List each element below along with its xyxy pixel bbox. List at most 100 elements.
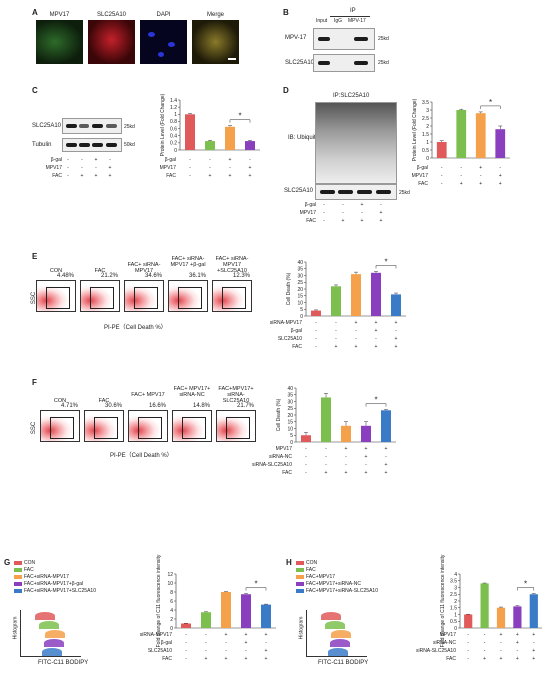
treatment-sign: +: [264, 656, 268, 662]
flow-plot: 21.7%: [216, 403, 256, 442]
y-tick-label: 1: [174, 112, 177, 118]
treatment-sign: +: [384, 446, 388, 452]
y-tick-label: 0.2: [170, 141, 177, 147]
legend-entry: FAC+siRNA-MPV17: [24, 574, 69, 580]
lane-label: IgG: [334, 18, 343, 24]
flow-percentage: 21.2%: [100, 273, 118, 279]
bar: [311, 310, 321, 316]
treatment-label: β-gal: [50, 157, 62, 163]
bar: [381, 410, 391, 442]
ip-label: IP: [350, 8, 356, 14]
flow-plot: 4.71%: [40, 403, 80, 442]
treatment-sign: +: [94, 157, 98, 163]
y-tick-label: 0: [170, 626, 173, 632]
treatment-sign: -: [365, 462, 367, 468]
treatment-sign: -: [500, 640, 502, 646]
treatment-sign: -: [229, 165, 231, 171]
flow-xlabel: PI-PE（Cell Death %）: [110, 453, 173, 459]
treatment-sign: +: [499, 656, 503, 662]
bar: [495, 129, 506, 158]
blot-c-tubulin: [62, 138, 122, 152]
y-tick-label: 1: [426, 140, 429, 146]
legend-entry: CON: [306, 560, 318, 566]
treatment-sign: +: [324, 470, 328, 476]
y-tick-label: 6: [170, 599, 173, 605]
flow-plot-caption: FAC+ MPV17+ siRNA-NC: [173, 386, 211, 398]
treatment-sign: -: [81, 157, 83, 163]
treatment-sign: -: [440, 165, 443, 171]
treatment-sign: -: [185, 648, 187, 654]
panel-label-e: E: [32, 252, 38, 261]
treatment-label: FAC: [306, 218, 316, 224]
y-tick-label: 2.5: [422, 116, 429, 122]
treatment-sign: -: [315, 320, 317, 326]
treatment-sign: -: [185, 632, 187, 638]
treatment-sign: -: [395, 328, 397, 334]
legend-swatch: [14, 575, 22, 579]
treatment-sign: +: [248, 173, 252, 179]
flow-percentage: 4.48%: [56, 273, 74, 279]
flow-gate: [94, 417, 118, 439]
treatment-sign: -: [265, 640, 267, 646]
flow-plot-caption: FAC+ siRNA-MPV17 +SLC25A10: [215, 256, 249, 274]
treatment-label: FAC: [162, 656, 172, 662]
treatment-sign: -: [335, 320, 337, 326]
y-tick-label: 1: [454, 612, 457, 618]
y-tick-label: 1.4: [170, 98, 177, 104]
y-tick-label: 2: [170, 617, 173, 623]
legend-entry: FAC+siRNA-MPV17+SLC25A10: [24, 588, 96, 594]
tile-caption: Merge: [206, 12, 224, 18]
treatment-sign: +: [334, 344, 338, 350]
treatment-label: FAC: [292, 344, 302, 350]
treatment-sign: +: [479, 181, 483, 187]
legend-entry: FAC+MPV17+siRNA-SLC25A10: [306, 588, 378, 594]
treatment-sign: +: [479, 165, 483, 171]
treatment-sign: +: [394, 320, 398, 326]
treatment-sign: +: [354, 320, 358, 326]
flow-plot-caption: CON: [53, 398, 67, 404]
legend-entry: CON: [24, 560, 36, 566]
significance-star: *: [489, 98, 492, 107]
flow-percentage: 4.71%: [60, 403, 78, 409]
y-tick-label: 5: [290, 433, 293, 439]
significance-bracket: [517, 587, 535, 591]
treatment-sign: -: [323, 210, 325, 216]
histogram-peak: [328, 648, 348, 656]
treatment-sign: -: [109, 157, 111, 163]
treatment-sign: +: [228, 157, 232, 163]
mpv17-image: [36, 20, 83, 64]
treatment-sign: -: [205, 632, 207, 638]
dapi-image: [140, 20, 187, 64]
significance-bracket: [229, 119, 251, 123]
ip-label: IP:SLC25A10: [333, 93, 370, 99]
histogram-axes: [20, 610, 81, 657]
treatment-sign: -: [335, 328, 337, 334]
y-tick-label: 40: [287, 386, 293, 392]
significance-bracket: [365, 403, 387, 407]
flow-plot-caption: FAC: [98, 398, 110, 404]
histogram-axes: [306, 610, 367, 657]
bar: [261, 604, 271, 628]
legend-swatch: [296, 582, 304, 586]
treatment-label: MPV17: [299, 210, 316, 216]
histogram-peak: [330, 639, 350, 647]
treatment-sign: +: [374, 328, 378, 334]
significance-bracket: [245, 587, 267, 591]
treatment-sign: +: [379, 210, 383, 216]
flow-plot: 36.1%: [168, 273, 208, 312]
treatment-sign: +: [208, 173, 212, 179]
y-tick-label: 0: [454, 626, 457, 632]
treatment-label: FAC: [166, 173, 176, 179]
y-tick-label: 2.5: [450, 592, 457, 598]
ubiquitin-blot: [315, 102, 397, 184]
treatment-sign: +: [483, 656, 487, 662]
y-tick-label: 25: [287, 406, 293, 412]
bar: [351, 274, 361, 316]
treatment-sign: +: [224, 632, 228, 638]
treatment-sign: +: [364, 454, 368, 460]
blot-mpv17: [313, 28, 375, 50]
treatment-sign: -: [460, 165, 463, 171]
row-label: SLC25A10: [285, 60, 315, 66]
